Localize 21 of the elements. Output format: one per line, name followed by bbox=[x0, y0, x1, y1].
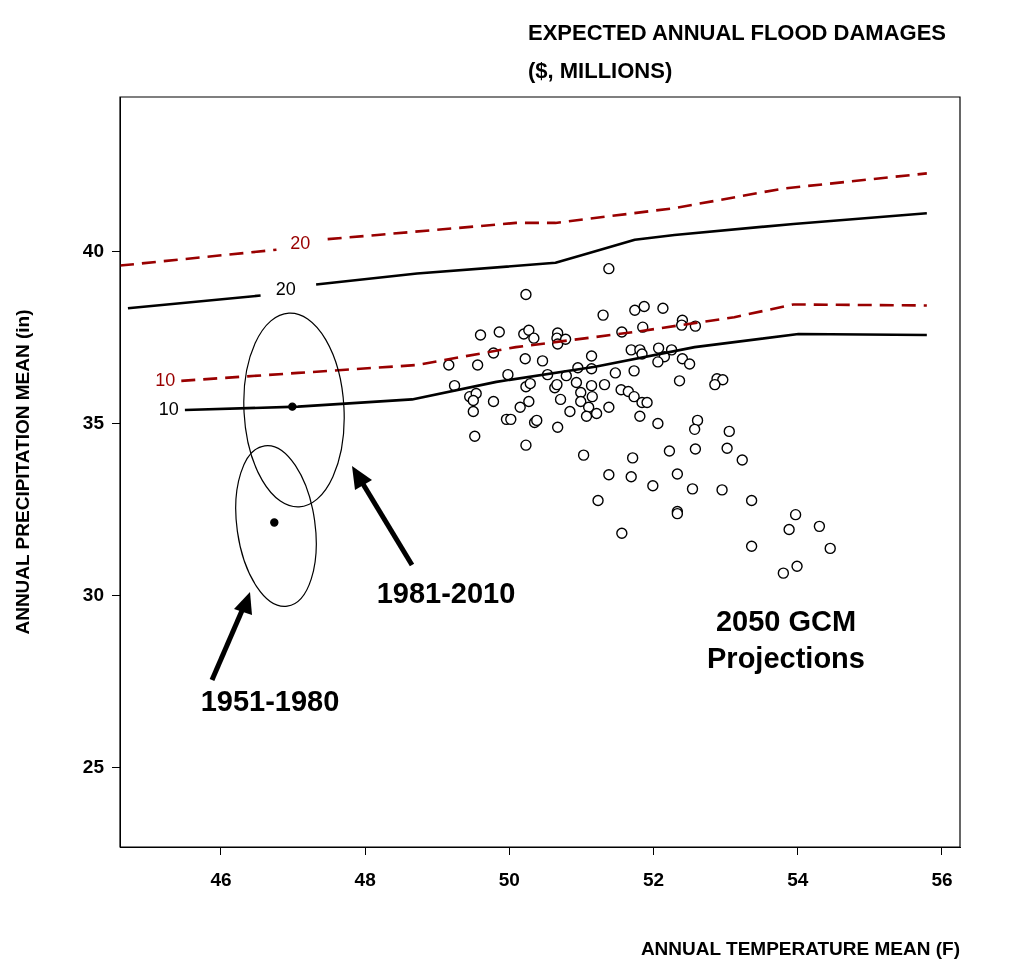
x-tick-label: 52 bbox=[642, 868, 665, 890]
annotation: 1981-2010 bbox=[376, 577, 516, 609]
y-tick-label: 30 bbox=[82, 584, 104, 606]
chart-title: EXPECTED ANNUAL FLOOD DAMAGES ($, MILLIONS) bbox=[528, 19, 947, 85]
x-tick-label: 56 bbox=[931, 868, 953, 890]
x-tick-label: 54 bbox=[787, 868, 809, 890]
annotation: 1951-1980 bbox=[200, 685, 340, 717]
y-tick-label: 25 bbox=[82, 756, 105, 778]
x-tick-label: 50 bbox=[498, 868, 520, 890]
x-tick-label: 48 bbox=[354, 868, 376, 890]
line-series bbox=[179, 303, 929, 383]
series-label: 20 bbox=[290, 233, 311, 254]
annotation: 2050 GCM Projections bbox=[707, 604, 865, 674]
series-label: 10 bbox=[155, 369, 176, 390]
series-label: 20 bbox=[275, 278, 296, 299]
x-tick-label: 46 bbox=[210, 868, 232, 890]
y-tick-label: 35 bbox=[82, 412, 105, 434]
x-axis-title: ANNUAL TEMPERATURE MEAN (F) bbox=[640, 937, 960, 959]
y-axis-title: ANNUAL PRECIPITATION MEAN (in) bbox=[11, 309, 33, 635]
series-label: 10 bbox=[158, 399, 179, 420]
y-tick-label: 40 bbox=[82, 240, 104, 262]
